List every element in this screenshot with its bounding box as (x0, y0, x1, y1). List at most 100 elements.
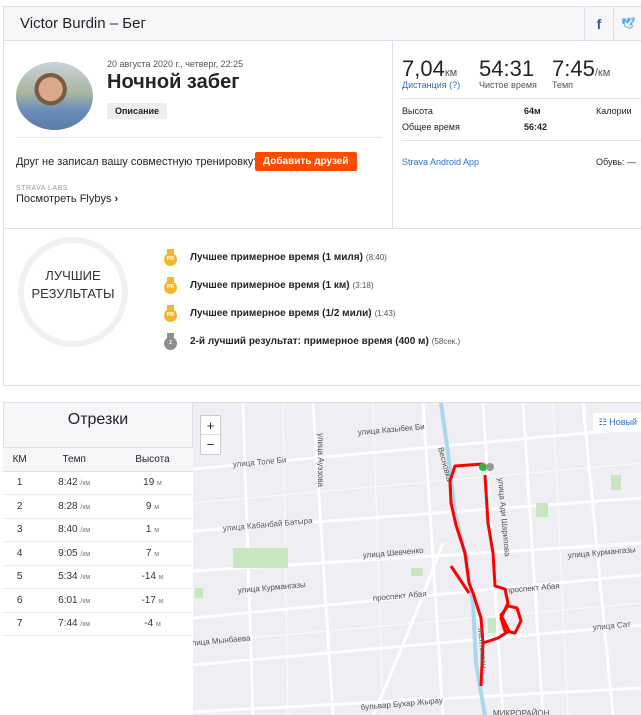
achievement-text: Лучшее примерное время (1 км) (190, 280, 350, 291)
divider (16, 137, 382, 138)
split-row: 6 6:01 /км -17 м (3, 588, 193, 613)
activity-panel: 20 августа 2020 г., четверг, 22:25 Ночно… (3, 40, 641, 386)
achievement-text: Лучшее примерное время (1 миля) (190, 252, 363, 263)
street-label: улица Толе Би (232, 455, 286, 469)
street-label: улица Сат (592, 620, 631, 632)
achievement-time: (3:18) (352, 281, 374, 290)
achievement-text: Лучшее примерное время (1/2 мили) (190, 308, 372, 319)
friend-prompt: Друг не записал вашу совместную трениров… (16, 156, 260, 168)
elevation-value: 64м (524, 106, 541, 116)
wreath-icon (18, 237, 128, 347)
achievement-item: PR Лучшее примерное время (1/2 мили) (1:43… (164, 305, 395, 322)
col-pace: Темп (36, 448, 112, 472)
split-pace: 6:01 /км (36, 588, 112, 613)
achievement-text: 2-й лучший результат: примерное время (4… (190, 336, 429, 347)
col-elevation: Высота (112, 448, 193, 472)
split-elevation: -4 м (112, 612, 193, 636)
moving-time-stat: 54:31 Чистое время (479, 56, 537, 90)
splits-panel: Отрезки КМ Темп Высота 1 8:42 /км 19 м 2 8:28 … (3, 402, 193, 715)
layers-icon: ☷ (598, 417, 607, 427)
achievement-time: (8:40) (365, 253, 387, 262)
street-label: улица Кабанбай Батыра (222, 516, 313, 533)
facebook-share-button[interactable]: f (584, 7, 613, 40)
street-label: проспект Абая (372, 589, 427, 603)
split-km: 1 (3, 471, 37, 495)
split-km: 7 (3, 612, 37, 636)
device-link[interactable]: Strava Android App (402, 157, 480, 167)
split-elevation: 19 м (112, 471, 193, 495)
medal-icon: 2 (164, 333, 177, 350)
description-button[interactable]: Описание (107, 103, 168, 119)
split-km: 2 (3, 494, 37, 519)
split-km: 5 (3, 565, 37, 589)
split-row: 2 8:28 /км 9 м (3, 494, 193, 519)
achievements-section: ЛУЧШИЕ РЕЗУЛЬТАТЫ PR Лучшее примерное вре… (4, 228, 641, 385)
achievements-title: ЛУЧШИЕ РЕЗУЛЬТАТЫ (31, 268, 115, 301)
split-elevation: 9 м (112, 494, 193, 519)
route-line (449, 565, 471, 594)
split-pace: 9:05 /км (36, 541, 112, 566)
divider (401, 98, 641, 99)
strava-labs-label: STRAVA LABS (16, 185, 68, 192)
distance-stat: 7,04км Дистанция (?) (402, 56, 461, 90)
street-label: проспект Абая (505, 581, 560, 595)
street-label: Желтоксан (476, 627, 489, 668)
street-label: бульвар Бухар Жырау (360, 696, 443, 712)
split-row: 7 7:44 /км -4 м (3, 612, 193, 636)
split-km: 6 (3, 588, 37, 613)
medal-icon: PR (164, 249, 177, 266)
start-marker-icon (479, 463, 487, 471)
facebook-icon: f (596, 15, 602, 32)
chevron-right-icon: › (114, 193, 119, 205)
split-elevation: -17 м (112, 588, 193, 613)
split-km: 3 (3, 518, 37, 542)
split-pace: 7:44 /км (36, 612, 112, 636)
flybys-link[interactable]: Посмотреть Flybys › (16, 193, 118, 205)
distance-help-link[interactable]: Дистанция (?) (402, 80, 461, 90)
col-km: КМ (3, 448, 37, 472)
achievement-item: PR Лучшее примерное время (1 км) (3:18) (164, 277, 373, 294)
achievement-item: PR Лучшее примерное время (1 миля) (8:40) (164, 249, 387, 266)
splits-title: Отрезки (3, 402, 193, 448)
achievement-time: (58сек.) (431, 337, 461, 346)
split-elevation: 1 м (112, 518, 193, 542)
add-friends-button[interactable]: Добавить друзей (255, 152, 357, 171)
calories-label: Калории (596, 106, 632, 116)
activity-date: 20 августа 2020 г., четверг, 22:25 (107, 59, 244, 69)
page-header: Victor Burdin – Бег f 🕊 (3, 6, 641, 41)
route-line (482, 474, 523, 645)
map-canvas[interactable]: улица Казыбек Би улица Толе Би улица Ауэзо… (193, 403, 641, 715)
street-label: улица Ади Шарипова (496, 477, 512, 557)
route-map[interactable]: улица Казыбек Би улица Толе Би улица Ауэзо… (193, 402, 641, 715)
shoes-label: Обувь: — (596, 157, 636, 167)
achievement-item: 2 2-й лучший результат: примерное время (… (164, 333, 460, 350)
new-map-button[interactable]: ☷ Новый (592, 413, 641, 432)
route-line (448, 462, 485, 687)
split-elevation: 7 м (112, 541, 193, 566)
street-label: улица Мынбаева (193, 633, 251, 648)
pace-stat: 7:45/км Темп (552, 56, 611, 90)
zoom-out-button[interactable]: − (206, 437, 215, 452)
street-label: МИКРОРАЙОН (493, 709, 550, 715)
split-km: 4 (3, 541, 37, 566)
elevation-label: Высота (402, 106, 433, 116)
finish-flag-icon (486, 463, 494, 471)
twitter-share-button[interactable]: 🕊 (613, 7, 641, 40)
medal-icon: PR (164, 305, 177, 322)
divider (401, 140, 641, 141)
split-elevation: -14 м (112, 565, 193, 589)
split-pace: 8:40 /км (36, 518, 112, 542)
zoom-controls: + − (200, 415, 221, 455)
split-row: 1 8:42 /км 19 м (3, 471, 193, 495)
avatar[interactable] (16, 62, 93, 130)
medal-icon: PR (164, 277, 177, 294)
zoom-in-button[interactable]: + (201, 416, 220, 435)
split-row: 3 8:40 /км 1 м (3, 518, 193, 542)
flybys-label: Посмотреть Flybys (16, 193, 112, 205)
elapsed-label: Общее время (402, 122, 460, 132)
split-pace: 8:28 /км (36, 494, 112, 519)
elapsed-value: 56:42 (524, 122, 548, 132)
page-title: Victor Burdin – Бег (20, 15, 146, 32)
street-label: улица Ауэзова (316, 433, 325, 488)
